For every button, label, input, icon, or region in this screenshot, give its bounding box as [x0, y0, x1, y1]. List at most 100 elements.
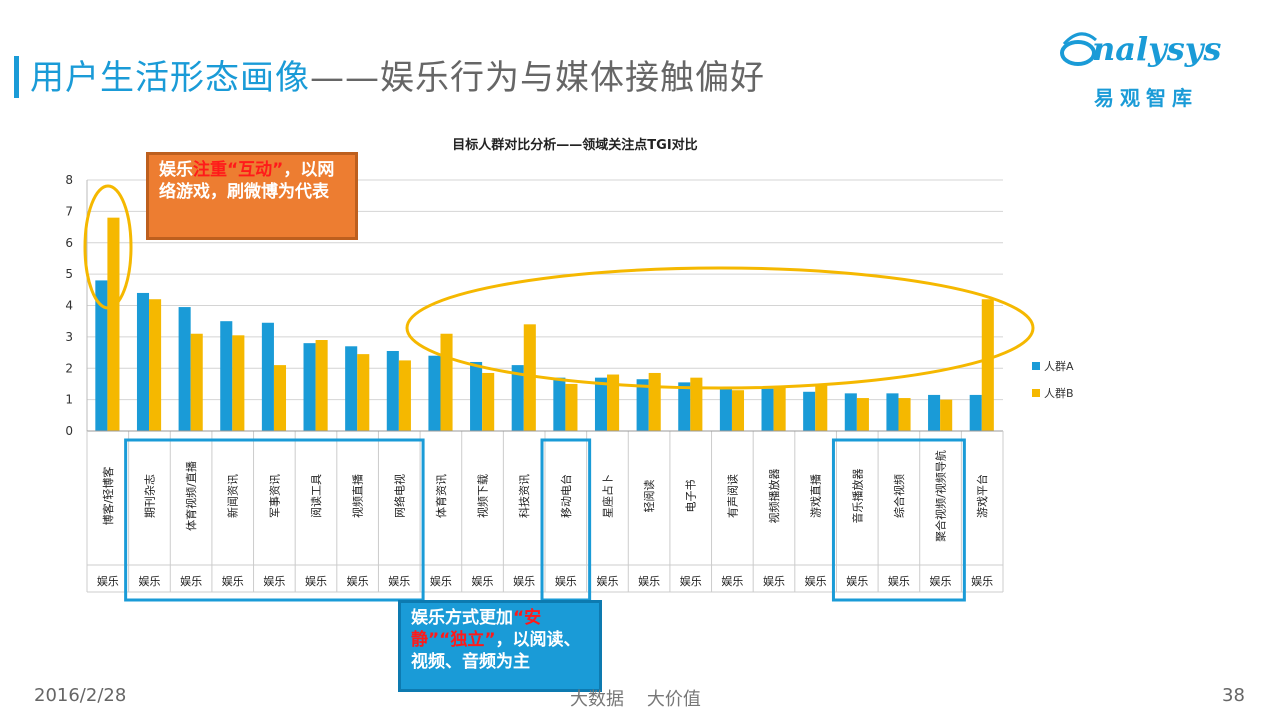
page-title-dash: —— [310, 58, 380, 98]
x-tick-label: 视频播放器 [767, 469, 781, 524]
y-tick-label: 7 [65, 204, 73, 218]
x-tick-label: 星座占卜 [600, 474, 614, 518]
chart-bars [95, 217, 994, 431]
group-label: 娱乐 [305, 574, 327, 588]
bar-a [261, 322, 274, 431]
bar-a [428, 355, 441, 431]
bar-a [95, 280, 108, 431]
x-tick-label: 体育资讯 [434, 474, 448, 518]
bar-a [844, 393, 857, 431]
logo-text: nalysys [1092, 30, 1222, 68]
x-tick-label: 游戏平台 [975, 474, 989, 518]
bar-b [981, 299, 994, 431]
bar-a [761, 388, 774, 431]
group-label: 娱乐 [721, 574, 743, 588]
x-tick-label: 聚合视频/视频导航 [934, 450, 948, 542]
bar-b [815, 385, 828, 431]
blue-callout-part3: ，以阅读、视频、音频为主 [411, 630, 581, 673]
highlight-box [124, 438, 425, 602]
x-tick-label: 有声阅读 [725, 474, 739, 518]
orange-callout-part3: ，以网络游戏，刷微博为代表 [159, 160, 335, 203]
bar-a [511, 365, 524, 431]
y-tick-label: 6 [65, 236, 73, 250]
bar-a [594, 377, 608, 431]
group-label: 娱乐 [763, 574, 785, 588]
x-tick-label: 视频直播 [351, 474, 365, 518]
group-label: 娱乐 [263, 574, 285, 588]
blue-callout-part1: 娱乐方式更加 [411, 608, 513, 628]
highlight-ellipse-left [83, 184, 133, 310]
logo-swoosh-icon [1060, 32, 1097, 66]
bar-b [940, 399, 953, 431]
bar-a [345, 346, 358, 431]
bar-b [440, 333, 453, 431]
bar-a [803, 391, 816, 431]
bar-b [690, 377, 703, 431]
group-label: 娱乐 [180, 574, 202, 588]
group-label: 娱乐 [513, 574, 535, 588]
group-label: 娱乐 [347, 574, 369, 588]
x-tick-label: 博客/轻博客 [101, 467, 115, 526]
bar-b [648, 372, 661, 431]
bar-a [470, 361, 483, 431]
bar-b [773, 387, 786, 431]
y-tick-label: 2 [65, 361, 73, 375]
group-label: 娱乐 [805, 574, 827, 588]
bar-b [523, 324, 536, 431]
y-tick-label: 3 [65, 330, 73, 344]
x-tick-label: 音乐播放器 [850, 469, 864, 524]
bar-b [357, 354, 370, 431]
blue-callout: 娱乐方式更加“安静”“独立”，以阅读、视频、音频为主 [398, 600, 602, 692]
highlight-ellipse-right [405, 266, 1035, 390]
bar-b [731, 390, 745, 431]
x-tick-label: 网络电视 [392, 474, 406, 518]
group-label: 娱乐 [638, 574, 660, 588]
legend-label: 人群A [1044, 359, 1074, 373]
group-label: 娱乐 [930, 574, 952, 588]
bar-a [386, 350, 399, 431]
bar-b [232, 335, 245, 431]
group-label: 娱乐 [888, 574, 910, 588]
chart-legend: 人群A 人群B [1032, 359, 1074, 400]
x-tick-label: 视频下载 [476, 474, 490, 518]
x-tick-label: 军事资讯 [268, 474, 281, 518]
orange-callout-part1: 娱乐 [159, 160, 193, 180]
page-title-sub: 娱乐行为与媒体接触偏好 [380, 58, 765, 98]
bar-b [107, 217, 120, 431]
y-tick-label: 0 [65, 424, 73, 438]
chart-title: 目标人群对比分析——领域关注点TGI对比 [452, 137, 697, 153]
bar-b [898, 398, 911, 431]
group-label: 娱乐 [680, 574, 702, 588]
bar-b [190, 333, 203, 431]
x-tick-label: 科技资讯 [517, 474, 531, 518]
x-tick-label: 电子书 [685, 480, 698, 513]
x-tick-label: 综合视频 [892, 474, 906, 518]
legend-label: 人群B [1044, 386, 1074, 400]
group-label: 娱乐 [388, 574, 410, 588]
bar-a [928, 394, 941, 431]
blue-callout-highlight: “安静”“独立” [411, 608, 542, 651]
orange-callout: 娱乐注重“互动”，以网络游戏，刷微博为代表 [146, 152, 358, 240]
footer-tagline: 大数据 大价值 [570, 689, 701, 710]
x-tick-label: 游戏直播 [809, 474, 823, 518]
footer-date: 2016/2/28 [34, 685, 127, 706]
bar-b [856, 398, 869, 431]
legend-swatch [1032, 362, 1040, 370]
group-label: 娱乐 [596, 574, 618, 588]
y-axis: 0 1 2 3 4 5 6 7 8 [65, 173, 88, 438]
bar-b [273, 365, 287, 431]
x-tick-label: 移动电台 [559, 474, 573, 518]
logo-chinese: 易观智库 [1094, 86, 1198, 110]
page-title: 用户生活形态画像——娱乐行为与媒体接触偏好 [30, 50, 765, 99]
bar-a [220, 321, 233, 431]
bar-a [136, 292, 150, 431]
bar-a [553, 377, 566, 431]
bar-a [969, 394, 982, 431]
group-label: 娱乐 [846, 574, 868, 588]
page-number: 38 [1222, 685, 1245, 706]
legend-swatch [1032, 389, 1040, 397]
x-tick-label: 轻阅读 [642, 480, 656, 513]
group-label: 娱乐 [472, 574, 494, 588]
